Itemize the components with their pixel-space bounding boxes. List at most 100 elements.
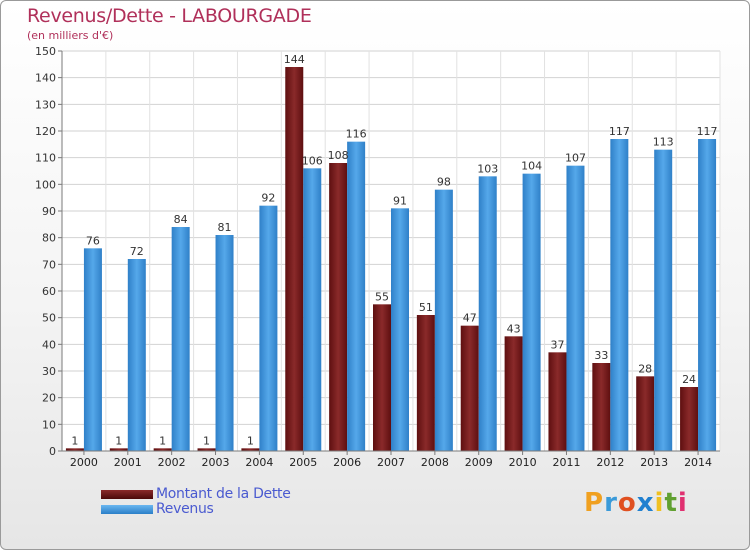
- data-label-revenus: 106: [302, 154, 323, 167]
- y-tick-label: 140: [35, 72, 56, 85]
- legend-label-revenus: Revenus: [156, 501, 214, 517]
- bar-debt: [153, 448, 172, 451]
- bar-debt: [504, 336, 523, 451]
- data-label-debt: 1: [71, 434, 78, 447]
- y-tick-label: 130: [35, 98, 56, 111]
- y-tick-label: 10: [42, 418, 56, 431]
- bar-revenus: [259, 205, 278, 451]
- y-tick-label: 70: [42, 258, 56, 271]
- bar-debt: [636, 376, 655, 451]
- x-tick-label: 2002: [158, 456, 186, 469]
- data-label-debt: 47: [463, 312, 477, 325]
- bar-debt: [241, 448, 260, 451]
- data-label-revenus: 103: [477, 162, 498, 175]
- data-label-revenus: 72: [130, 245, 144, 258]
- bar-debt: [460, 325, 479, 451]
- logo-letter: i: [654, 488, 665, 518]
- data-label-revenus: 84: [174, 213, 188, 226]
- x-tick-label: 2005: [289, 456, 317, 469]
- proxiti-logo: Proxiti: [584, 488, 688, 518]
- y-tick-label: 110: [35, 152, 56, 165]
- data-label-revenus: 117: [609, 125, 630, 138]
- logo-letter: P: [584, 488, 605, 518]
- bar-debt: [285, 67, 304, 451]
- data-label-debt: 43: [507, 322, 521, 335]
- y-tick-label: 30: [42, 365, 56, 378]
- x-tick-label: 2007: [377, 456, 405, 469]
- bar-revenus: [171, 227, 190, 451]
- x-tick-label: 2004: [245, 456, 273, 469]
- bar-debt: [65, 448, 84, 451]
- x-tick-label: 2010: [509, 456, 537, 469]
- x-tick-label: 2009: [465, 456, 493, 469]
- data-label-revenus: 117: [697, 125, 718, 138]
- y-tick-label: 0: [49, 445, 56, 458]
- x-tick-label: 2014: [684, 456, 712, 469]
- logo-letter: x: [636, 488, 655, 518]
- y-tick-label: 150: [35, 45, 56, 58]
- bar-revenus: [522, 173, 541, 451]
- data-label-debt: 37: [550, 338, 564, 351]
- data-label-revenus: 116: [346, 128, 367, 141]
- bar-debt: [548, 352, 567, 451]
- bar-debt: [373, 304, 391, 451]
- x-tick-label: 2001: [114, 456, 142, 469]
- logo-letter: t: [664, 488, 678, 518]
- data-label-debt: 28: [638, 362, 652, 375]
- x-tick-label: 2013: [640, 456, 668, 469]
- x-tick-label: 2006: [333, 456, 361, 469]
- bar-revenus: [391, 208, 409, 451]
- y-tick-label: 40: [42, 338, 56, 351]
- data-label-debt: 51: [419, 301, 433, 314]
- x-tick-label: 2012: [596, 456, 624, 469]
- bar-revenus: [83, 248, 102, 451]
- legend-swatch-revenus: [101, 505, 153, 514]
- data-label-revenus: 76: [86, 234, 100, 247]
- y-tick-label: 50: [42, 312, 56, 325]
- data-label-debt: 24: [682, 373, 696, 386]
- x-tick-label: 2008: [421, 456, 449, 469]
- data-label-revenus: 113: [653, 136, 674, 149]
- bar-revenus: [698, 139, 717, 451]
- data-label-debt: 1: [115, 434, 122, 447]
- bar-debt: [416, 315, 435, 451]
- x-tick-label: 2011: [552, 456, 580, 469]
- bar-revenus: [610, 139, 629, 451]
- y-tick-label: 80: [42, 232, 56, 245]
- y-tick-label: 120: [35, 125, 56, 138]
- bar-debt: [680, 387, 699, 451]
- y-tick-label: 100: [35, 178, 56, 191]
- logo-letter: i: [677, 488, 688, 518]
- legend-swatch-debt: [101, 490, 153, 499]
- bar-debt: [109, 448, 128, 451]
- bar-revenus: [347, 141, 366, 451]
- y-tick-label: 60: [42, 285, 56, 298]
- x-tick-label: 2003: [202, 456, 230, 469]
- data-label-debt: 1: [247, 434, 254, 447]
- logo-letter: o: [617, 488, 637, 518]
- bar-revenus: [566, 165, 585, 451]
- y-tick-label: 20: [42, 392, 56, 405]
- data-label-revenus: 98: [437, 176, 451, 189]
- data-label-revenus: 81: [218, 221, 232, 234]
- data-label-debt: 1: [159, 434, 166, 447]
- bar-debt: [329, 163, 348, 451]
- data-label-revenus: 91: [393, 194, 407, 207]
- bar-revenus: [215, 235, 234, 451]
- data-label-debt: 144: [284, 53, 305, 66]
- bar-debt: [197, 448, 216, 451]
- data-label-revenus: 104: [521, 160, 542, 173]
- data-label-revenus: 107: [565, 152, 586, 165]
- data-label-debt: 55: [375, 290, 389, 303]
- bar-revenus: [127, 259, 146, 451]
- logo-letter: r: [604, 488, 618, 518]
- data-label-debt: 33: [594, 349, 608, 362]
- legend-label-debt: Montant de la Dette: [156, 486, 291, 502]
- bar-revenus: [303, 168, 322, 452]
- bar-revenus: [654, 149, 673, 451]
- bar-revenus: [478, 176, 497, 452]
- data-label-debt: 108: [328, 149, 349, 162]
- bar-debt: [592, 363, 611, 451]
